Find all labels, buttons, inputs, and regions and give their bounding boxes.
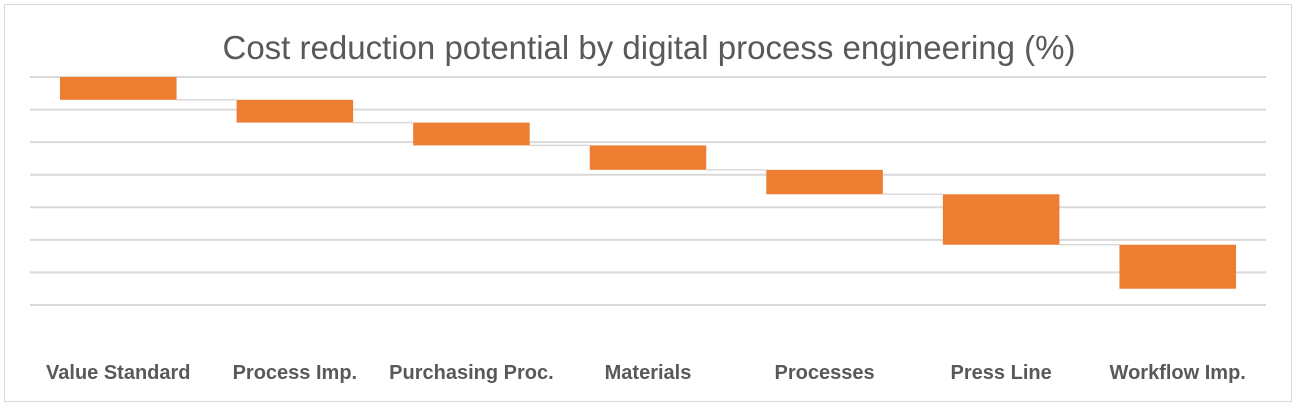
category-label: Process Imp. [233, 362, 358, 384]
chart-title: Cost reduction potential by digital proc… [222, 29, 1076, 66]
waterfall-bar-3 [413, 122, 530, 146]
connector-lines [176, 99, 1120, 246]
category-label: Processes [775, 362, 875, 384]
waterfall-bar-6 [942, 194, 1060, 245]
waterfall-bar-5 [766, 169, 883, 195]
waterfall-bar-2 [236, 99, 354, 123]
category-label: Materials [605, 362, 692, 384]
category-labels: Value Standard Process Imp. Purchasing Pro… [46, 362, 1246, 384]
waterfall-bar-1 [60, 77, 177, 100]
waterfall-bar-4 [589, 145, 707, 170]
bars [60, 77, 1236, 289]
category-label: Press Line [951, 362, 1052, 384]
gridlines [30, 76, 1266, 306]
category-label: Value Standard [46, 362, 191, 384]
chart-frame: Cost reduction potential by digital proc… [4, 4, 1292, 402]
category-label: Workflow Imp. [1110, 362, 1246, 384]
category-label: Purchasing Proc. [389, 362, 554, 384]
waterfall-bar-7 [1119, 244, 1236, 289]
